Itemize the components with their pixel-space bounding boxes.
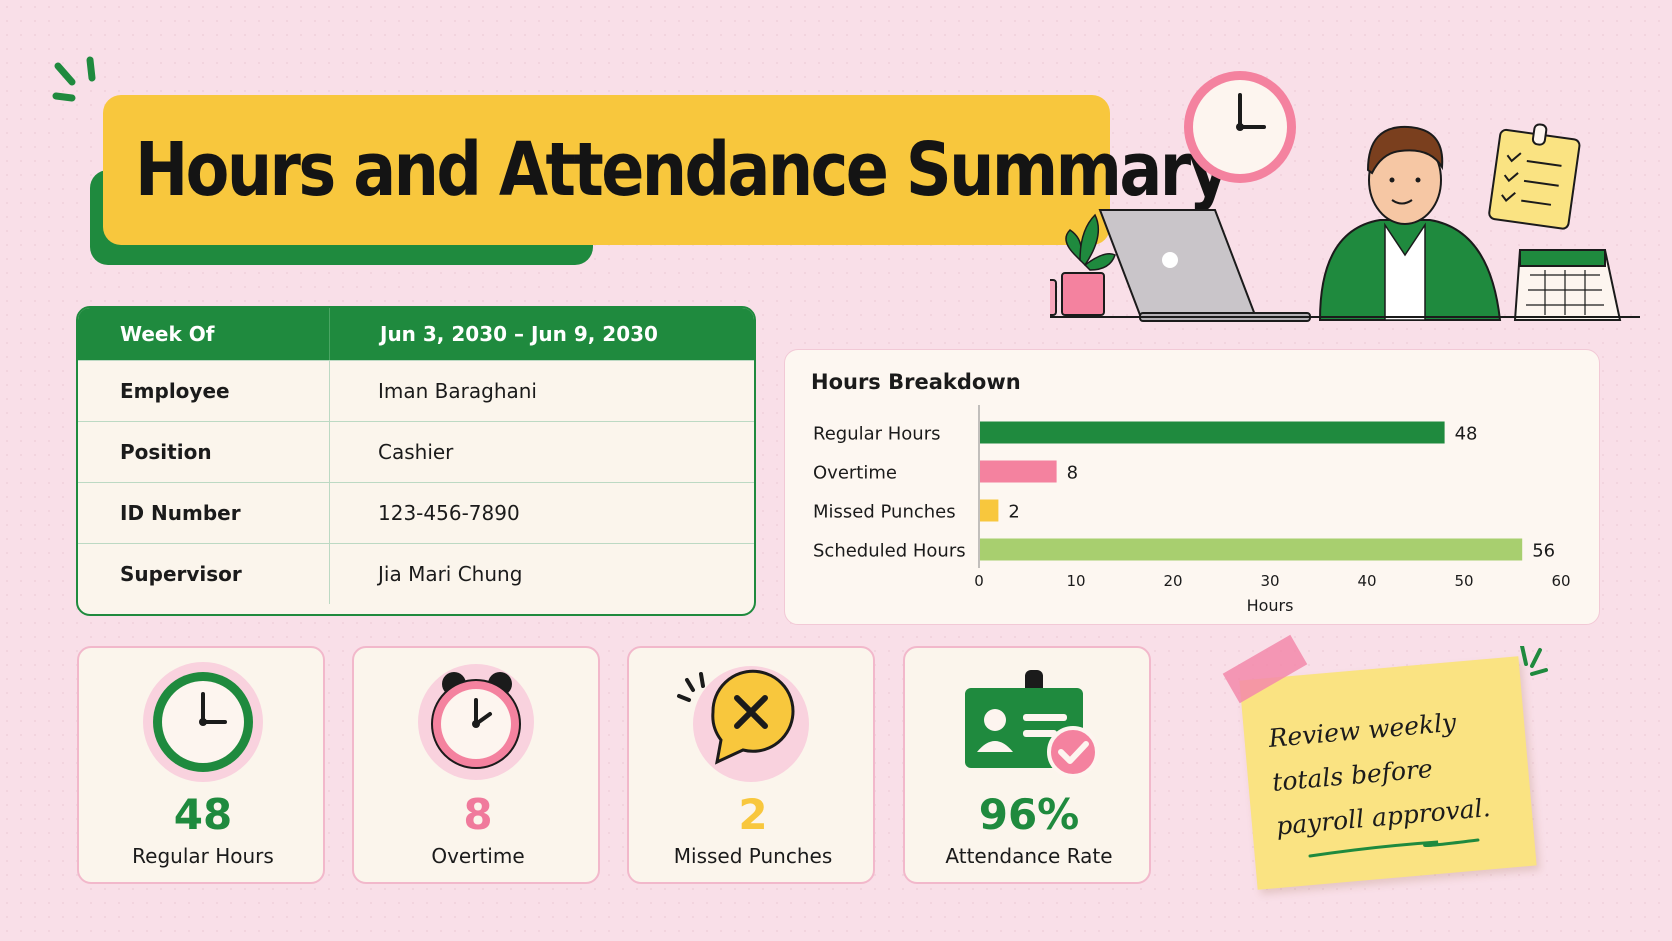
hours-breakdown-chart: Regular Hours 48 Overtime 8 Missed Punches 2 S… <box>813 405 1571 615</box>
employee-info-table: Week Of Jun 3, 2030 – Jun 9, 2030 Employ… <box>76 306 756 616</box>
table-header-row: Week Of Jun 3, 2030 – Jun 9, 2030 <box>78 308 754 360</box>
potted-plant-icon <box>1050 213 1116 316</box>
x-tick-label: 50 <box>1454 572 1473 590</box>
overtime-label: Overtime <box>431 844 525 868</box>
attendance-rate-value: 96% <box>978 790 1080 839</box>
row-value: Iman Baraghani <box>378 379 537 403</box>
stat-card-overtime: 8 Overtime <box>352 646 600 884</box>
data-label: 48 <box>1455 424 1478 445</box>
x-tick-label: 20 <box>1163 572 1182 590</box>
table-row: Position Cashier <box>78 421 754 482</box>
bar <box>980 499 999 522</box>
missed-punches-value: 2 <box>738 790 768 839</box>
x-tick-label: 40 <box>1357 572 1376 590</box>
week-of-value: Jun 3, 2030 – Jun 9, 2030 <box>380 322 658 346</box>
missed-punches-label: Missed Punches <box>673 844 833 868</box>
wall-clock-icon <box>1184 71 1296 183</box>
row-label: Position <box>78 422 330 482</box>
category-label: Missed Punches <box>813 502 956 523</box>
attendance-rate-label: Attendance Rate <box>945 844 1113 868</box>
category-label: Scheduled Hours <box>813 541 966 562</box>
category-label: Regular Hours <box>813 424 941 445</box>
regular-hours-value: 48 <box>173 790 233 839</box>
row-value: 123-456-7890 <box>378 501 520 525</box>
x-tick-label: 60 <box>1551 572 1570 590</box>
table-row: Supervisor Jia Mari Chung <box>78 543 754 604</box>
employee-at-laptop-illustration <box>1050 71 1640 322</box>
overtime-value: 8 <box>463 790 493 839</box>
data-label: 8 <box>1067 463 1078 484</box>
data-label: 2 <box>1008 502 1019 523</box>
sticky-note: Review weekly totals before payroll appr… <box>1222 634 1568 896</box>
clock-icon <box>143 662 263 782</box>
stat-card-attendance-rate: 96% Attendance Rate <box>903 646 1151 884</box>
regular-hours-label: Regular Hours <box>132 844 274 868</box>
x-speech-bubble-icon <box>677 666 809 782</box>
stat-card-missed-punches: 2 Missed Punches <box>627 646 875 884</box>
checklist-note-icon <box>1488 123 1581 230</box>
burst-decoration <box>52 56 96 102</box>
underline-scribble <box>1308 646 1548 858</box>
title-banner: Hours and Attendance Summary <box>103 95 1230 245</box>
category-label: Overtime <box>813 463 897 484</box>
row-value: Jia Mari Chung <box>378 562 523 586</box>
hours-breakdown-panel: Hours Breakdown Regular Hours 48 Overtime 8… <box>784 349 1600 625</box>
row-label: Supervisor <box>78 544 330 604</box>
x-axis-label: Hours <box>1247 596 1294 615</box>
page-title: Hours and Attendance Summary <box>135 127 1230 213</box>
x-tick-label: 30 <box>1260 572 1279 590</box>
id-badge-check-icon <box>965 670 1099 778</box>
person-figure <box>1318 125 1502 321</box>
bar <box>980 421 1445 444</box>
laptop-icon <box>1098 209 1311 322</box>
table-row: ID Number 123-456-7890 <box>78 482 754 543</box>
row-value: Cashier <box>378 440 454 464</box>
data-label: 56 <box>1532 541 1555 562</box>
bar <box>980 538 1523 561</box>
x-tick-label: 0 <box>974 572 984 590</box>
chart-title: Hours Breakdown <box>811 370 1021 394</box>
x-tick-label: 10 <box>1066 572 1085 590</box>
row-label: Employee <box>78 361 330 421</box>
bar <box>980 460 1057 483</box>
alarm-clock-icon <box>418 664 534 780</box>
table-row: Employee Iman Baraghani <box>78 360 754 421</box>
calendar-icon <box>1513 249 1622 321</box>
week-of-label: Week Of <box>78 308 330 360</box>
stat-card-regular-hours: 48 Regular Hours <box>77 646 325 884</box>
row-label: ID Number <box>78 483 330 543</box>
